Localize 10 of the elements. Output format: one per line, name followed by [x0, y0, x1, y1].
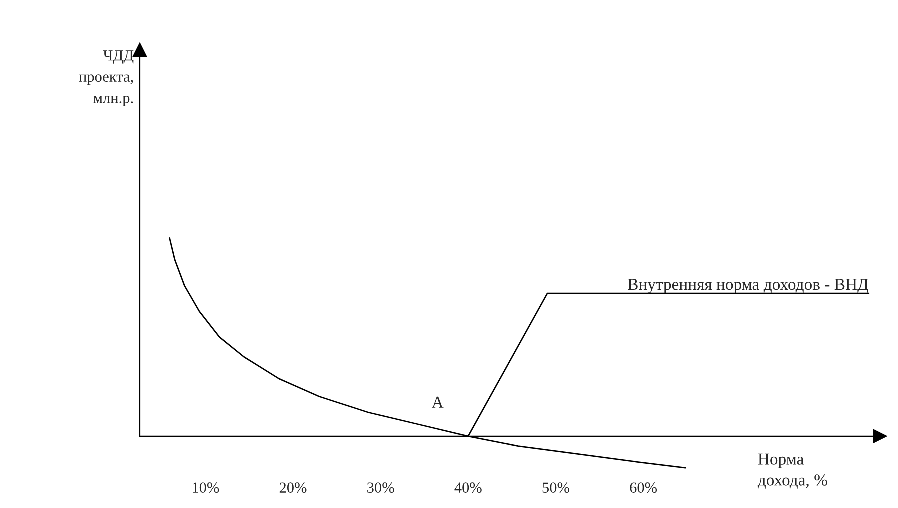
- x-axis-title: Норма дохода, %: [758, 454, 828, 489]
- x-tick-label: 60%: [630, 482, 658, 494]
- x-tick-label: 40%: [454, 482, 482, 494]
- x-tick-label: 50%: [542, 482, 570, 494]
- annotation: Внутренняя норма доходов - ВНД: [628, 279, 868, 294]
- x-tick-label: 30%: [368, 482, 394, 494]
- annotation: A: [432, 396, 444, 408]
- x-tick-label: 10%: [193, 482, 220, 494]
- text: ЧДД проекта, млн.р.: [79, 50, 134, 106]
- x-tick-label: 20%: [280, 482, 307, 494]
